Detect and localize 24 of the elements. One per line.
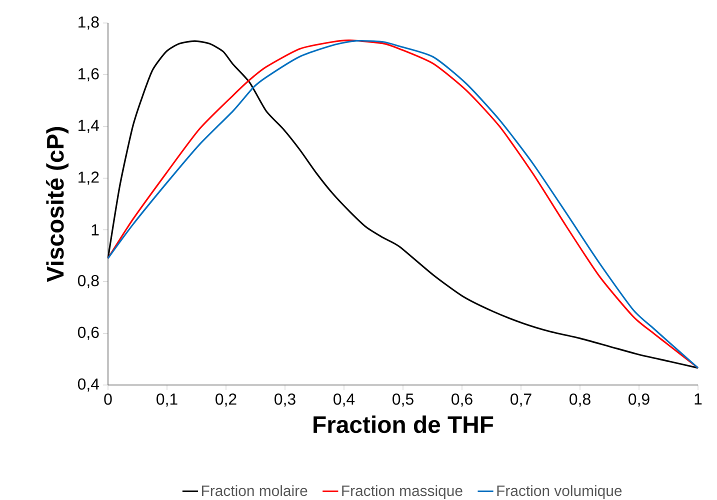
- x-tick-label: 0,7: [510, 394, 532, 407]
- x-tick-label: 0,9: [628, 394, 650, 407]
- x-tick-label: 0,3: [274, 394, 296, 407]
- y-tick-label: 1: [92, 224, 99, 236]
- y-tick-label: 0,6: [78, 326, 99, 340]
- x-axis-title: Fraction de THF: [314, 416, 494, 434]
- x-tick-label: 1: [694, 394, 702, 404]
- x-tick-label: 0,6: [452, 394, 472, 407]
- legend-label: Fraction volumique: [497, 485, 622, 500]
- x-tick-label: 0,5: [392, 394, 414, 407]
- y-axis-title: Viscosité (cP): [46, 127, 69, 282]
- y-tick-label: 1,4: [78, 120, 100, 133]
- legend-label: Fraction massique: [342, 485, 462, 500]
- legend-label: Fraction molaire: [202, 485, 308, 496]
- y-tick-label: 1,6: [78, 68, 99, 82]
- x-tick-label: 0,4: [334, 394, 355, 407]
- y-tick-label: 0,8: [78, 274, 99, 288]
- x-tick-label: 0: [104, 394, 112, 405]
- y-tick-label: 1,8: [78, 16, 99, 30]
- y-tick-label: 1,2: [78, 172, 99, 185]
- x-tick-label: 0,2: [216, 394, 236, 407]
- x-tick-label: 0,1: [156, 394, 178, 407]
- x-tick-label: 0,8: [570, 394, 590, 407]
- y-tick-label: 0,4: [78, 378, 100, 392]
